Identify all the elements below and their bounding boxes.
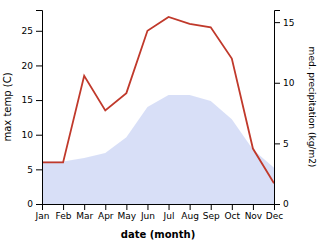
x-axis-title: date (month)	[121, 229, 195, 240]
tick: Apr	[98, 204, 114, 221]
tick-mark	[274, 143, 280, 144]
tick: 10	[274, 78, 295, 88]
plot: JanFebMarAprMayJunJulAugSepOctNovDec0510…	[22, 11, 295, 222]
y2-axis-title: med. precipitation (kg/m2)	[307, 47, 317, 168]
tick-label: Dec	[266, 211, 283, 221]
axis-line	[275, 11, 281, 205]
tick-label: 20	[22, 61, 34, 71]
tick: Oct	[225, 204, 241, 221]
tick-mark	[274, 22, 280, 23]
tick: Dec	[266, 204, 283, 221]
tick-mark	[36, 169, 42, 170]
tick: 5	[27, 165, 42, 175]
tick: 25	[22, 26, 42, 36]
tick-mark	[36, 204, 42, 205]
tick: Jun	[140, 204, 155, 221]
x-axis: Jan Feb Mar Apr MayJun Jul Aug Sep Oct NovDec	[35, 204, 284, 221]
tick-mark	[36, 135, 42, 136]
axis-line	[36, 11, 43, 205]
tick-label: Aug	[181, 211, 199, 221]
tick: 10	[22, 130, 42, 140]
tick-label: Oct	[225, 211, 241, 221]
tick: 5	[274, 139, 289, 149]
tick-label: Jul	[163, 211, 175, 221]
tick-mark	[36, 31, 42, 32]
tick-label: Feb	[56, 211, 72, 221]
tick-mark	[36, 65, 42, 66]
tick-mark	[63, 204, 64, 210]
tick: May	[118, 204, 137, 221]
tick-label: Jun	[140, 211, 155, 221]
y-axis: 0 5 10 15 20 25	[22, 11, 43, 210]
tick-label: Nov	[245, 211, 263, 221]
tick-label: 10	[22, 130, 34, 140]
tick-mark	[84, 204, 85, 210]
tick: 15	[22, 95, 42, 105]
tick-label: 5	[283, 139, 289, 149]
tick-mark	[105, 204, 106, 210]
tick-mark	[169, 204, 170, 210]
y2-axis: 0 5 10 15	[274, 11, 295, 210]
tick-label: Apr	[98, 211, 114, 221]
tick: 15	[274, 18, 294, 28]
area	[42, 95, 274, 204]
tick-label: Mar	[76, 211, 93, 221]
tick-label: 0	[283, 199, 289, 209]
tick: Sep	[203, 204, 220, 221]
tick-mark	[274, 204, 280, 205]
axis-line	[43, 205, 275, 211]
tick-mark	[253, 204, 254, 210]
tick: 20	[22, 61, 42, 71]
line	[42, 17, 274, 183]
tick-mark	[274, 83, 280, 84]
tick-label: Jan	[35, 211, 50, 221]
tick: Jan	[35, 204, 50, 221]
tick-mark	[190, 204, 191, 210]
tick: 0	[27, 199, 42, 209]
y-axis-title: max temp (C)	[2, 72, 13, 141]
tick: 0	[274, 199, 289, 209]
tick-mark	[232, 204, 233, 210]
tick-mark	[126, 204, 127, 210]
marks	[42, 17, 274, 204]
tick-label: 10	[283, 78, 295, 88]
tick-mark	[211, 204, 212, 210]
tick-label: May	[118, 211, 137, 221]
tick-label: 15	[283, 18, 294, 28]
tick-mark	[36, 100, 42, 101]
chart: JanFebMarAprMayJunJulAugSepOctNovDec0510…	[0, 0, 318, 244]
tick-label: 5	[27, 165, 33, 175]
tick-mark	[147, 204, 148, 210]
tick: Mar	[76, 204, 93, 221]
tick-label: 15	[22, 95, 33, 105]
tick: Feb	[56, 204, 72, 221]
tick: Aug	[181, 204, 199, 221]
tick: Nov	[245, 204, 263, 221]
tick-label: 0	[27, 199, 33, 209]
tick-label: Sep	[203, 211, 220, 221]
tick: Jul	[163, 204, 175, 221]
tick-label: 25	[22, 26, 33, 36]
